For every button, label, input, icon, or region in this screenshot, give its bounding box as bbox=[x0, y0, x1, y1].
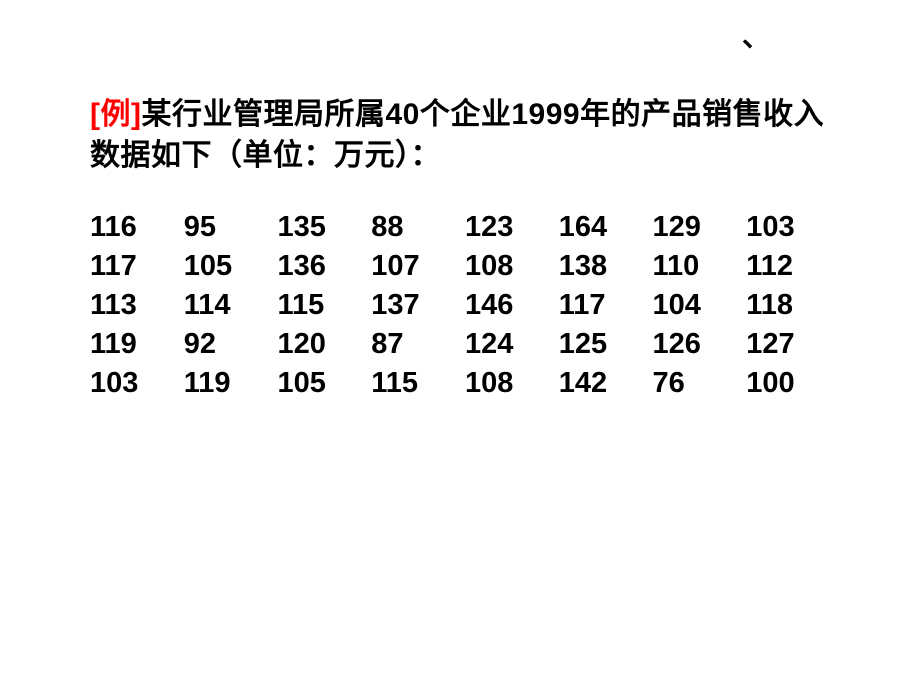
data-cell: 119 bbox=[90, 325, 184, 364]
data-cell: 116 bbox=[90, 208, 184, 247]
data-cell: 129 bbox=[653, 208, 747, 247]
data-cell: 103 bbox=[746, 208, 840, 247]
data-cell: 108 bbox=[465, 247, 559, 286]
data-cell: 113 bbox=[90, 286, 184, 325]
data-cell: 124 bbox=[465, 325, 559, 364]
slide-content: [例]某行业管理局所属40个企业1999年的产品销售收入数据如下（单位：万元）：… bbox=[0, 0, 920, 403]
table-row: 113 114 115 137 146 117 104 118 bbox=[90, 286, 840, 325]
data-cell: 126 bbox=[653, 325, 747, 364]
data-cell: 164 bbox=[559, 208, 653, 247]
data-cell: 104 bbox=[653, 286, 747, 325]
data-cell: 135 bbox=[278, 208, 372, 247]
data-cell: 108 bbox=[465, 364, 559, 403]
data-cell: 88 bbox=[371, 208, 465, 247]
data-cell: 107 bbox=[371, 247, 465, 286]
data-cell: 95 bbox=[184, 208, 278, 247]
data-cell: 105 bbox=[184, 247, 278, 286]
data-cell: 137 bbox=[371, 286, 465, 325]
data-cell: 118 bbox=[746, 286, 840, 325]
corner-mark: 、 bbox=[742, 15, 770, 55]
data-cell: 92 bbox=[184, 325, 278, 364]
data-table-body: 116 95 135 88 123 164 129 103 117 105 13… bbox=[90, 208, 840, 403]
data-cell: 119 bbox=[184, 364, 278, 403]
table-row: 117 105 136 107 108 138 110 112 bbox=[90, 247, 840, 286]
data-cell: 103 bbox=[90, 364, 184, 403]
data-cell: 123 bbox=[465, 208, 559, 247]
example-label: [例] bbox=[90, 98, 141, 131]
data-cell: 136 bbox=[278, 247, 372, 286]
data-cell: 117 bbox=[90, 247, 184, 286]
data-cell: 142 bbox=[559, 364, 653, 403]
table-row: 103 119 105 115 108 142 76 100 bbox=[90, 364, 840, 403]
data-cell: 117 bbox=[559, 286, 653, 325]
data-cell: 120 bbox=[278, 325, 372, 364]
data-cell: 112 bbox=[746, 247, 840, 286]
data-cell: 87 bbox=[371, 325, 465, 364]
data-cell: 114 bbox=[184, 286, 278, 325]
data-cell: 125 bbox=[559, 325, 653, 364]
data-cell: 127 bbox=[746, 325, 840, 364]
table-row: 116 95 135 88 123 164 129 103 bbox=[90, 208, 840, 247]
data-cell: 115 bbox=[371, 364, 465, 403]
title-text: 某行业管理局所属40个企业1999年的产品销售收入数据如下（单位：万元）： bbox=[90, 98, 824, 172]
data-cell: 105 bbox=[278, 364, 372, 403]
data-cell: 76 bbox=[653, 364, 747, 403]
data-table: 116 95 135 88 123 164 129 103 117 105 13… bbox=[90, 208, 840, 403]
data-cell: 100 bbox=[746, 364, 840, 403]
data-cell: 110 bbox=[653, 247, 747, 286]
title-block: [例]某行业管理局所属40个企业1999年的产品销售收入数据如下（单位：万元）： bbox=[90, 95, 840, 176]
data-cell: 138 bbox=[559, 247, 653, 286]
data-cell: 146 bbox=[465, 286, 559, 325]
data-cell: 115 bbox=[278, 286, 372, 325]
table-row: 119 92 120 87 124 125 126 127 bbox=[90, 325, 840, 364]
